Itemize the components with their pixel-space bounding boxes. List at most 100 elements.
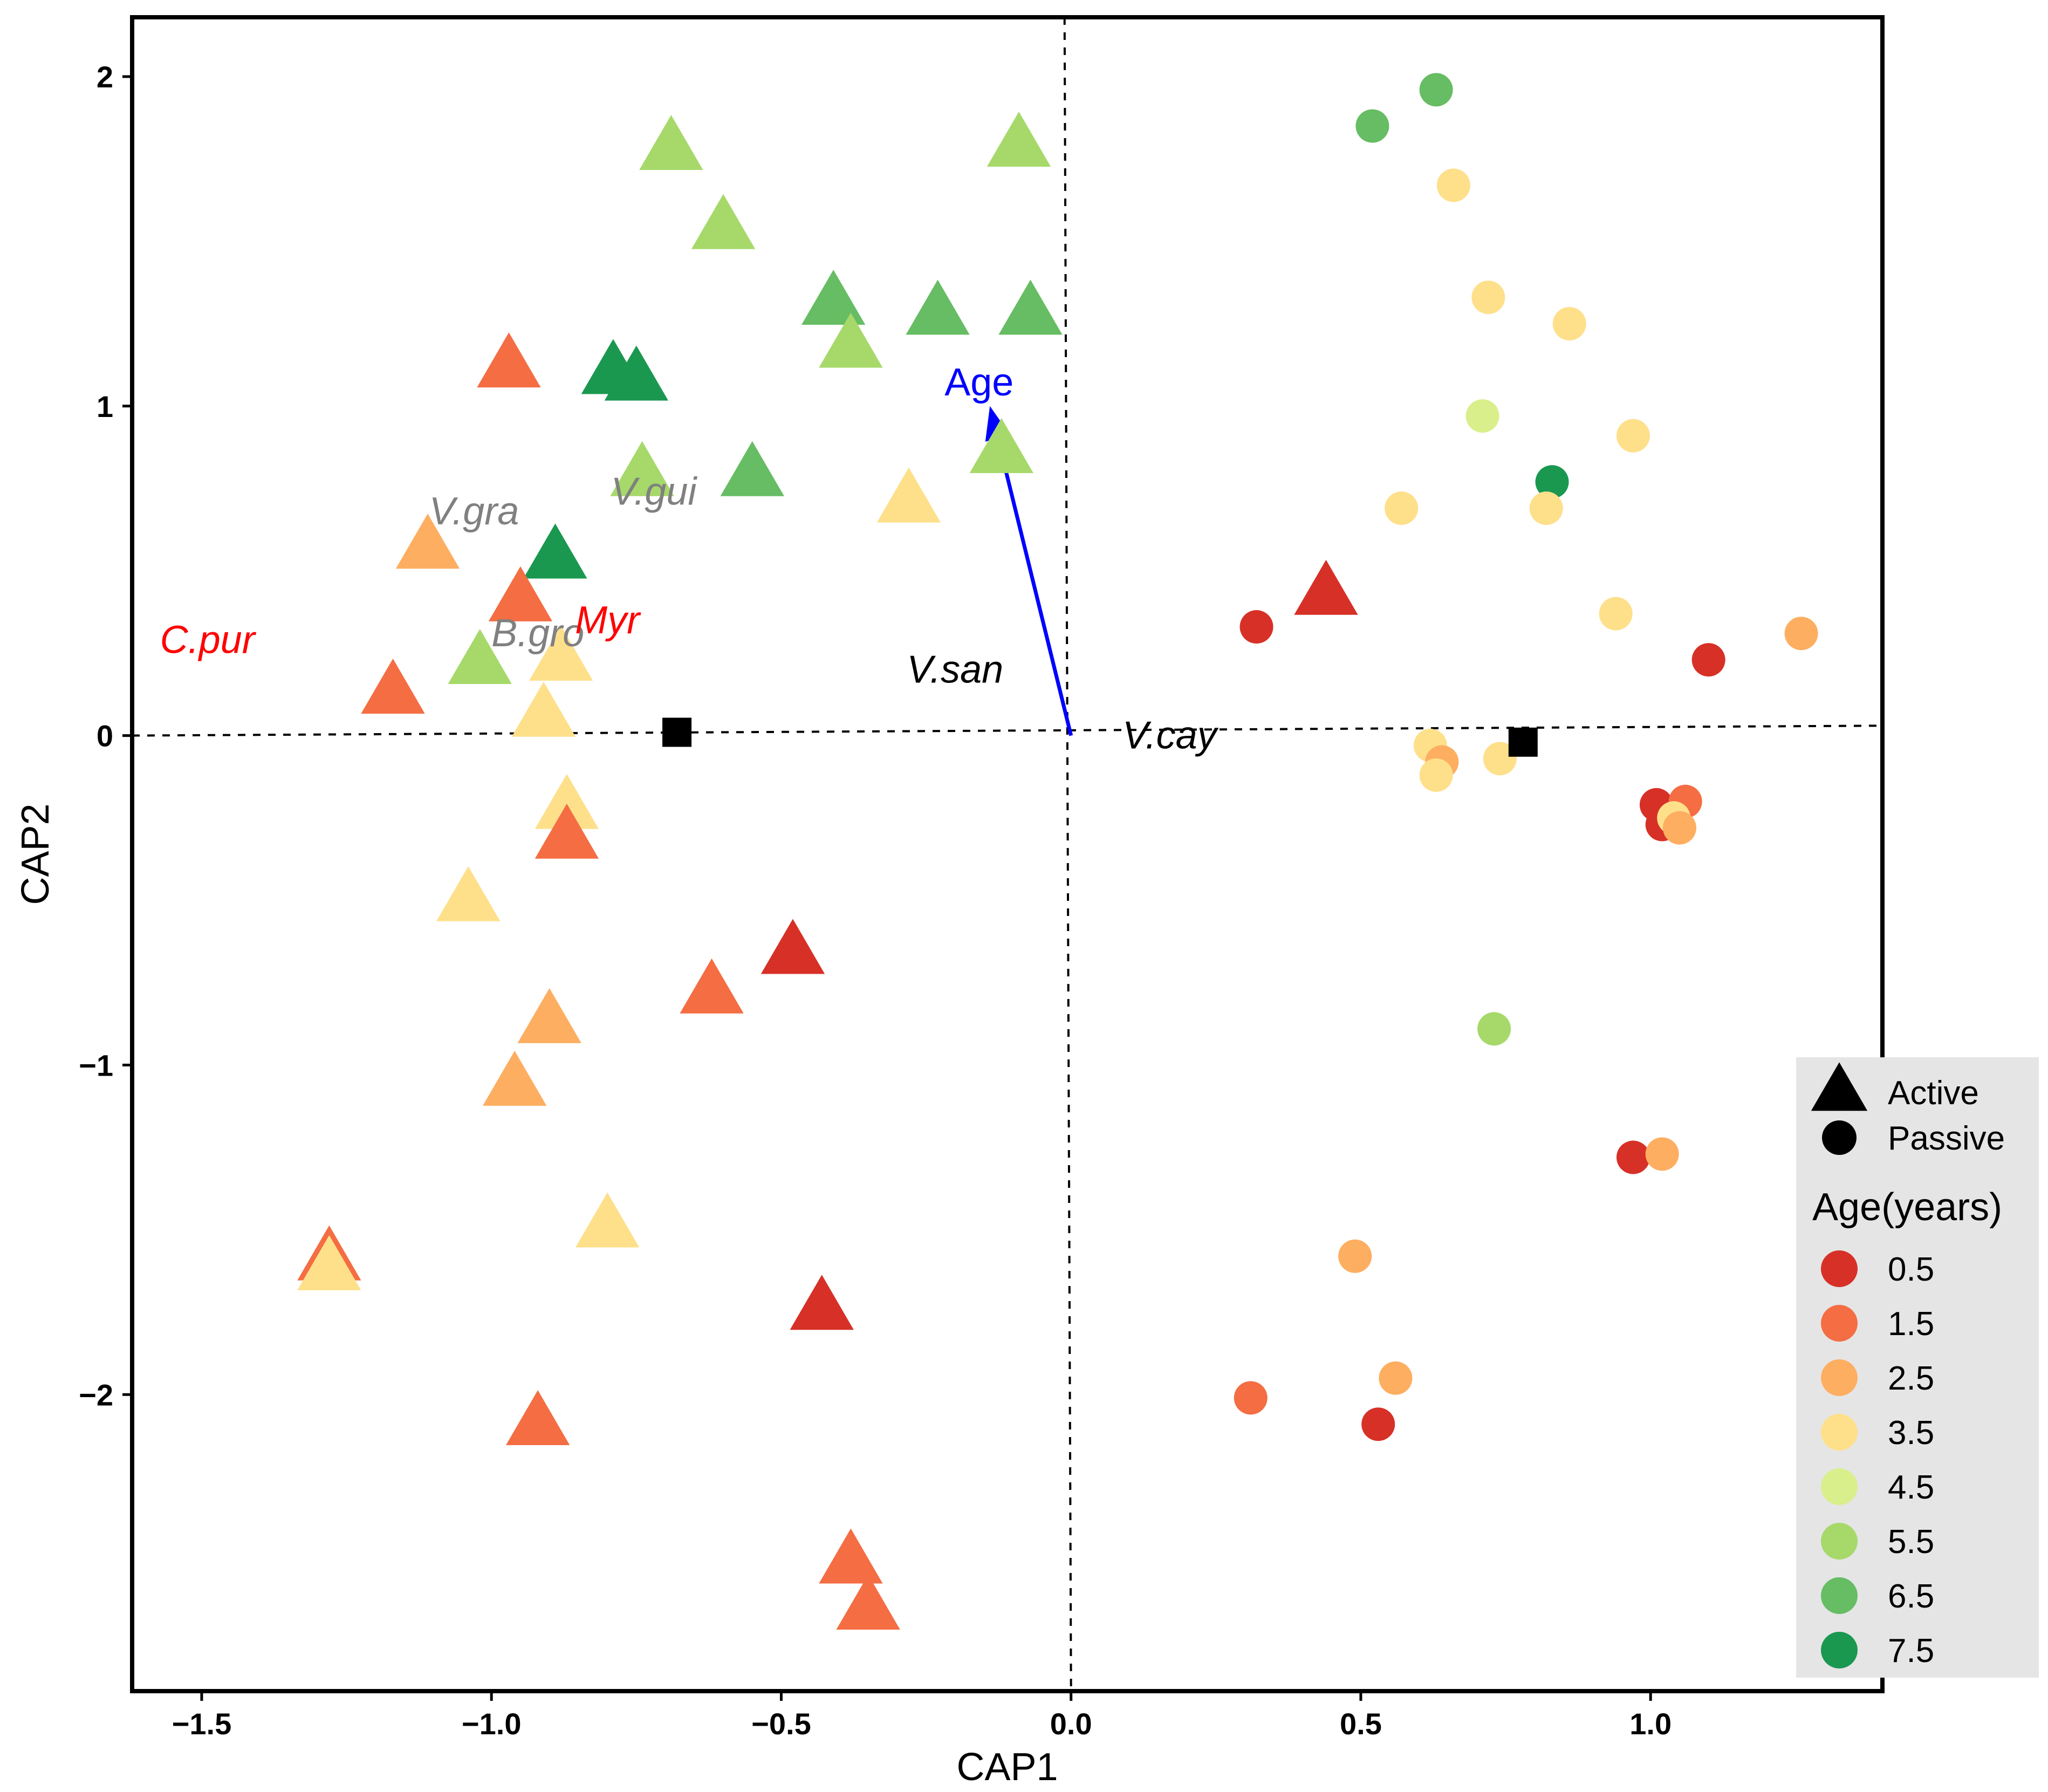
centroid-point: [1508, 727, 1538, 757]
passive-point: [1239, 610, 1273, 644]
active-point: [969, 418, 1033, 474]
active-point: [488, 566, 553, 621]
passive-point: [1355, 109, 1389, 143]
active-series: [297, 111, 1358, 1630]
passive-series: [1234, 73, 1818, 1441]
passive-point: [1361, 1407, 1395, 1441]
legend-active-icon: [1811, 1062, 1868, 1111]
passive-point: [1616, 419, 1650, 453]
active-point: [511, 681, 576, 737]
active-point: [906, 279, 970, 335]
legend-age-swatch: [1821, 1305, 1858, 1342]
active-point: [876, 467, 941, 523]
active-point: [529, 625, 593, 681]
x-tick-label: 1.0: [1629, 1707, 1672, 1741]
age-vector-line: [996, 438, 1073, 736]
passive-point: [1645, 1137, 1679, 1171]
active-point: [604, 345, 668, 401]
legend-age-swatch: [1821, 1468, 1858, 1505]
legend-age-swatch: [1821, 1577, 1858, 1614]
legend-age-label: 4.5: [1888, 1469, 1934, 1506]
active-point: [361, 658, 425, 714]
active-point: [1294, 559, 1358, 615]
legend-age-label: 5.5: [1888, 1523, 1934, 1561]
vertical-zero-line: [1063, 17, 1072, 1692]
active-point: [801, 270, 866, 325]
passive-point: [1662, 811, 1696, 845]
passive-point: [1529, 491, 1563, 525]
legend-age-label: 7.5: [1888, 1632, 1934, 1670]
age-vector-layer: Age: [944, 361, 1073, 736]
x-tick-label: −1.5: [172, 1707, 232, 1741]
legend-age-swatch: [1821, 1632, 1858, 1668]
centroids-series: [662, 717, 1538, 757]
passive-point: [1616, 1140, 1650, 1174]
legend-age-swatch: [1821, 1359, 1858, 1396]
x-tick-label: −0.5: [751, 1707, 811, 1741]
legend-age-label: 1.5: [1888, 1305, 1934, 1343]
active-point: [523, 523, 587, 579]
passive-point: [1234, 1381, 1268, 1415]
legend-age-swatch: [1821, 1414, 1858, 1451]
species-label: Myr: [575, 599, 641, 642]
active-point: [790, 1275, 854, 1330]
y-tick-label: −2: [79, 1378, 113, 1412]
passive-point: [1419, 73, 1453, 107]
legend-shape-label: Active: [1888, 1075, 1979, 1112]
passive-point: [1436, 168, 1470, 202]
centroid-point: [662, 717, 692, 747]
x-axis-ticks: −1.5 −1.0 −0.5 0.0 0.5 1.0: [172, 1691, 1672, 1741]
passive-point: [1599, 597, 1633, 631]
x-axis-title: CAP1: [956, 1746, 1058, 1789]
active-point: [836, 1575, 900, 1630]
age-vector-label: Age: [944, 361, 1013, 404]
data-points: [297, 73, 1818, 1630]
legend-age-label: 3.5: [1888, 1414, 1934, 1452]
x-tick-label: −1.0: [462, 1707, 522, 1741]
active-point: [998, 279, 1063, 335]
active-point: [761, 919, 825, 974]
legend-shape-label: Passive: [1888, 1120, 2005, 1157]
y-axis-title: CAP2: [14, 803, 57, 905]
passive-point: [1784, 617, 1818, 651]
passive-point: [1471, 281, 1505, 314]
active-point: [483, 1050, 547, 1106]
species-label: V.cay: [1122, 714, 1219, 757]
active-point: [720, 441, 784, 496]
active-point: [297, 1235, 361, 1290]
horizontal-zero-line: [132, 724, 1883, 737]
legend-age-swatch: [1821, 1250, 1858, 1287]
passive-point: [1419, 758, 1453, 792]
active-point: [680, 958, 744, 1014]
species-label: C.pur: [160, 618, 257, 661]
passive-point: [1379, 1361, 1413, 1395]
active-point: [819, 1528, 883, 1584]
legend: Active Passive Age(years) 0.5 1.5 2.5 3.5 4.5 5.…: [1796, 1057, 2039, 1678]
active-point: [535, 774, 599, 829]
passive-point: [1465, 399, 1499, 433]
active-point: [448, 628, 512, 684]
x-tick-label: 0.5: [1340, 1707, 1382, 1741]
passive-point: [1477, 1012, 1511, 1046]
passive-point: [1552, 307, 1586, 341]
species-label: V.san: [907, 648, 1003, 691]
species-label: B.gro: [491, 612, 584, 655]
active-point: [505, 1390, 570, 1445]
passive-point: [1338, 1239, 1372, 1273]
x-tick-label: 0.0: [1050, 1707, 1092, 1741]
active-point: [987, 111, 1051, 167]
y-tick-label: 0: [97, 719, 113, 753]
active-point: [819, 312, 883, 368]
active-point: [436, 866, 501, 921]
passive-point: [1535, 465, 1569, 499]
active-point: [575, 1192, 640, 1248]
legend-age-label: 2.5: [1888, 1360, 1934, 1397]
active-point: [517, 988, 581, 1043]
plot-frame: [130, 15, 1885, 1693]
species-label: V.gui: [611, 470, 698, 514]
passive-point: [1691, 643, 1725, 677]
active-point: [691, 194, 756, 249]
passive-point: [1385, 491, 1419, 525]
